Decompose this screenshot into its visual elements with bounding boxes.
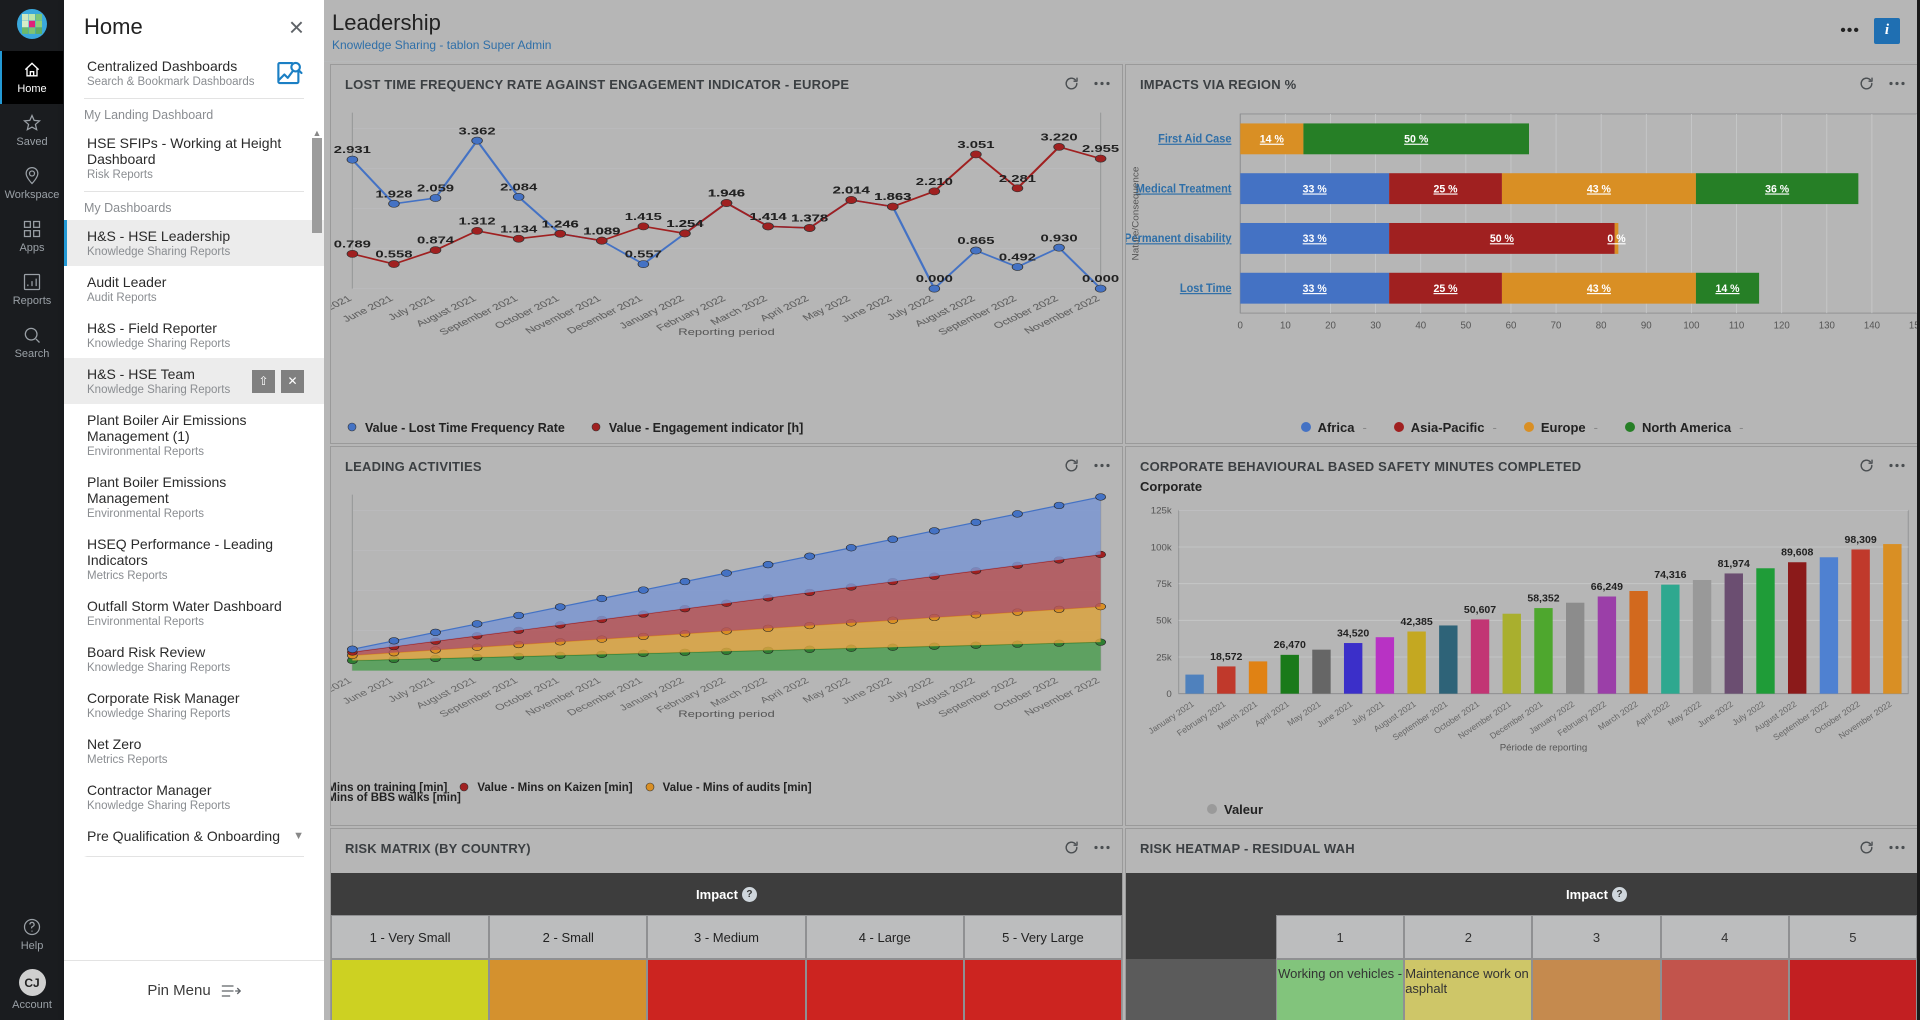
svg-text:2.014: 2.014 <box>833 185 870 196</box>
svg-text:1.928: 1.928 <box>375 189 412 200</box>
svg-text:April 2021: April 2021 <box>1253 699 1291 729</box>
svg-text:10: 10 <box>1280 320 1291 331</box>
svg-text:3.362: 3.362 <box>459 126 496 137</box>
svg-text:2.059: 2.059 <box>417 183 454 194</box>
svg-text:42,385: 42,385 <box>1400 617 1433 628</box>
svg-text:25 %: 25 % <box>1434 183 1458 195</box>
svg-text:Période de reporting: Période de reporting <box>1500 742 1587 752</box>
svg-text:0.000: 0.000 <box>1082 274 1119 285</box>
svg-text:25k: 25k <box>1156 652 1172 663</box>
svg-text:36 %: 36 % <box>1765 183 1789 195</box>
svg-text:50k: 50k <box>1156 615 1172 626</box>
svg-text:50 %: 50 % <box>1404 133 1428 145</box>
svg-text:50,607: 50,607 <box>1464 605 1497 616</box>
svg-text:November 2022: November 2022 <box>1837 699 1894 741</box>
svg-text:0.557: 0.557 <box>625 249 662 260</box>
svg-text:81,974: 81,974 <box>1718 559 1751 570</box>
svg-text:0: 0 <box>1166 688 1171 699</box>
svg-text:40: 40 <box>1415 320 1426 331</box>
svg-text:First Aid Case: First Aid Case <box>1158 133 1231 145</box>
svg-text:April 2022: April 2022 <box>1633 699 1671 729</box>
svg-text:58,352: 58,352 <box>1527 594 1560 605</box>
svg-text:150: 150 <box>1909 320 1917 331</box>
svg-text:0.492: 0.492 <box>999 252 1036 263</box>
svg-text:Lost Time: Lost Time <box>1180 283 1232 295</box>
svg-text:November 2022: November 2022 <box>1022 676 1103 718</box>
svg-text:66,249: 66,249 <box>1591 582 1624 593</box>
svg-text:89,608: 89,608 <box>1781 548 1814 559</box>
svg-text:November 2022: November 2022 <box>1022 294 1103 336</box>
svg-text:0.558: 0.558 <box>375 249 412 260</box>
svg-text:140: 140 <box>1864 320 1881 331</box>
svg-text:1.254: 1.254 <box>666 218 703 229</box>
svg-text:34,520: 34,520 <box>1337 629 1370 640</box>
svg-text:50: 50 <box>1460 320 1471 331</box>
svg-text:2.955: 2.955 <box>1082 143 1119 154</box>
svg-text:2.210: 2.210 <box>916 176 953 187</box>
svg-text:1.863: 1.863 <box>874 192 911 203</box>
svg-text:25 %: 25 % <box>1434 283 1458 295</box>
svg-text:100: 100 <box>1683 320 1700 331</box>
svg-text:November 2021: November 2021 <box>1456 699 1513 741</box>
svg-text:June 2022: June 2022 <box>1696 699 1736 729</box>
svg-text:2.931: 2.931 <box>334 145 371 156</box>
svg-text:1.414: 1.414 <box>750 211 787 222</box>
svg-text:110: 110 <box>1729 320 1745 331</box>
svg-text:3.051: 3.051 <box>957 139 994 150</box>
svg-text:3.220: 3.220 <box>1040 132 1077 143</box>
svg-text:1.415: 1.415 <box>625 211 662 222</box>
svg-text:0: 0 <box>1238 320 1244 331</box>
svg-text:Permanent disability: Permanent disability <box>1126 233 1232 245</box>
svg-text:33 %: 33 % <box>1303 183 1327 195</box>
svg-text:14 %: 14 % <box>1715 283 1739 295</box>
svg-text:30: 30 <box>1370 320 1381 331</box>
svg-text:September 2021: September 2021 <box>1390 699 1449 742</box>
svg-text:Medical Treatment: Medical Treatment <box>1136 183 1232 195</box>
svg-text:90: 90 <box>1641 320 1652 331</box>
svg-text:0.865: 0.865 <box>957 235 994 246</box>
svg-text:Reporting period: Reporting period <box>678 710 774 719</box>
svg-text:43 %: 43 % <box>1587 183 1611 195</box>
svg-text:1.312: 1.312 <box>459 216 496 227</box>
svg-text:1.246: 1.246 <box>542 219 579 230</box>
svg-text:120: 120 <box>1774 320 1791 331</box>
svg-text:0.874: 0.874 <box>417 235 454 246</box>
svg-text:0.000: 0.000 <box>916 274 953 285</box>
svg-text:74,316: 74,316 <box>1654 570 1687 581</box>
svg-text:December 2021: December 2021 <box>1488 699 1545 741</box>
svg-text:26,470: 26,470 <box>1274 640 1307 651</box>
svg-text:0 %: 0 % <box>1607 233 1625 245</box>
svg-text:50 %: 50 % <box>1490 233 1514 245</box>
svg-text:1.134: 1.134 <box>500 224 537 235</box>
svg-text:Reporting period: Reporting period <box>678 328 774 337</box>
svg-text:33 %: 33 % <box>1303 283 1327 295</box>
svg-text:33 %: 33 % <box>1303 233 1327 245</box>
svg-text:September 2022: September 2022 <box>1771 699 1830 742</box>
svg-text:14 %: 14 % <box>1260 133 1284 145</box>
svg-text:100k: 100k <box>1151 542 1172 553</box>
svg-text:2.281: 2.281 <box>999 173 1036 184</box>
svg-text:June 2021: June 2021 <box>1315 699 1355 729</box>
svg-text:43 %: 43 % <box>1587 283 1611 295</box>
svg-text:20: 20 <box>1325 320 1336 331</box>
svg-text:75k: 75k <box>1156 578 1172 589</box>
svg-text:18,572: 18,572 <box>1210 652 1243 663</box>
svg-text:0.930: 0.930 <box>1040 233 1077 244</box>
svg-text:1.089: 1.089 <box>583 226 620 237</box>
svg-text:60: 60 <box>1506 320 1517 331</box>
svg-text:80: 80 <box>1596 320 1607 331</box>
svg-text:1.378: 1.378 <box>791 213 828 224</box>
svg-text:98,309: 98,309 <box>1845 535 1878 546</box>
svg-text:1.946: 1.946 <box>708 188 745 199</box>
svg-text:2.084: 2.084 <box>500 182 537 193</box>
svg-text:130: 130 <box>1819 320 1836 331</box>
svg-text:70: 70 <box>1551 320 1562 331</box>
svg-text:Nature/Consequence: Nature/Consequence <box>1131 167 1142 261</box>
svg-text:0.789: 0.789 <box>334 239 371 250</box>
svg-text:125k: 125k <box>1151 505 1172 516</box>
